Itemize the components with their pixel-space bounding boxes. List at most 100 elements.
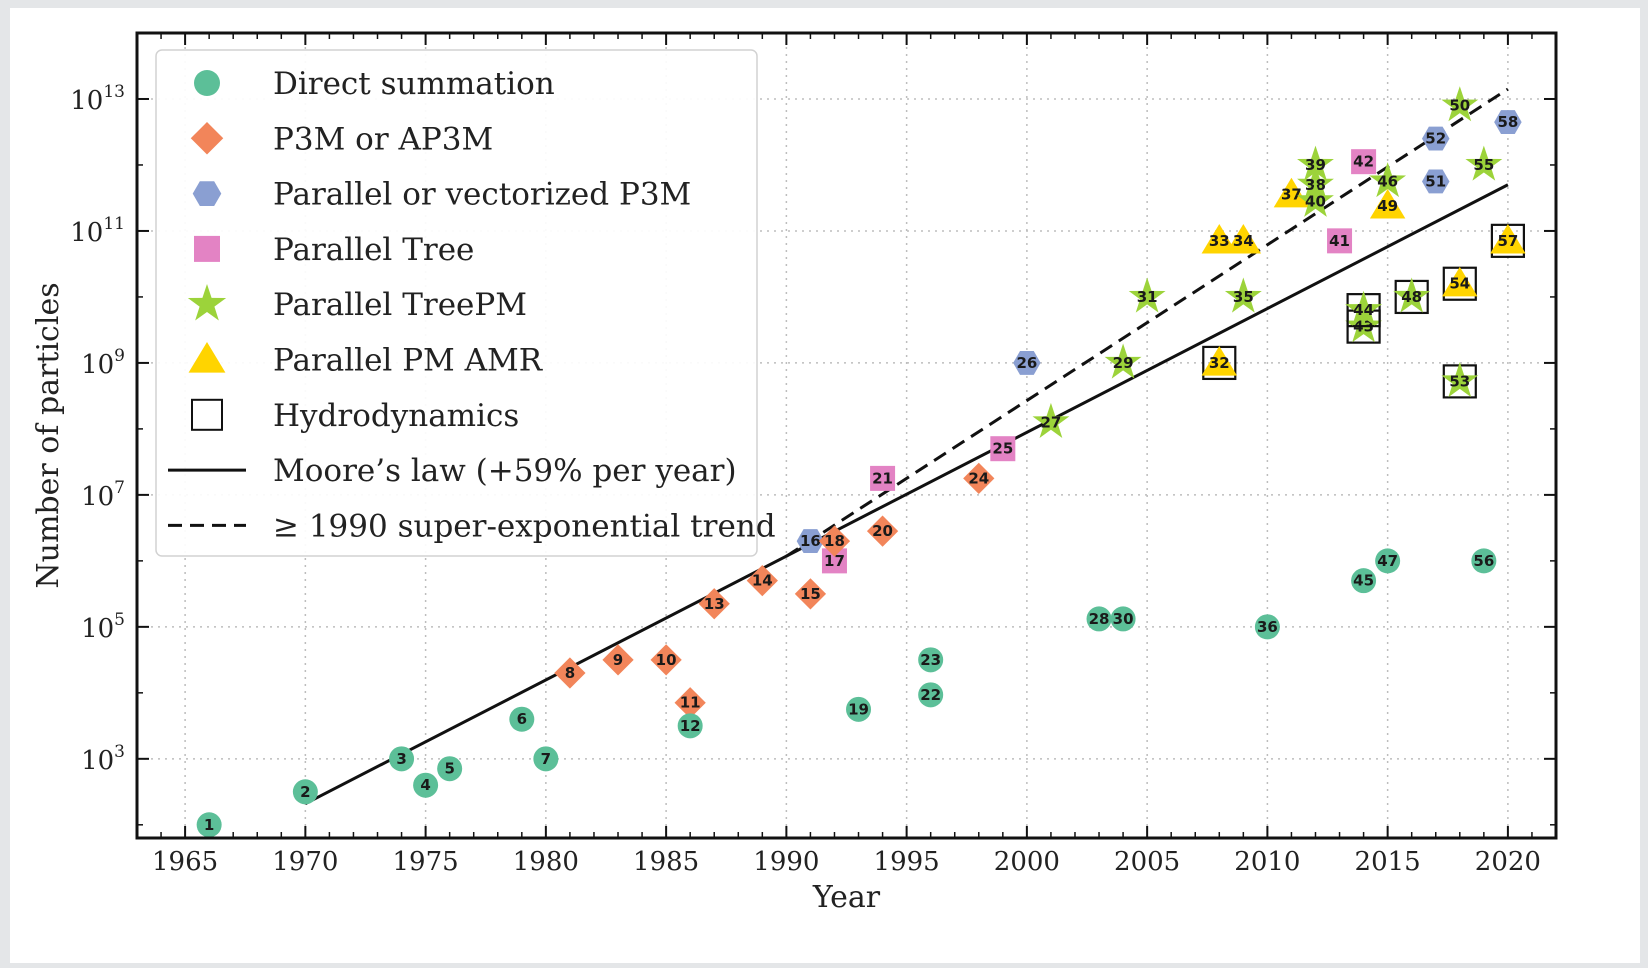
legend-box	[155, 49, 758, 557]
direct-marker	[1375, 548, 1401, 574]
point-label: 37	[1281, 186, 1302, 204]
point-label: 14	[752, 572, 773, 590]
treepm-marker	[1297, 181, 1334, 217]
data-point: 20	[866, 515, 899, 547]
point-label: 58	[1497, 113, 1518, 131]
legend-label: Moore’s law (+59% per year)	[273, 453, 737, 489]
point-label: 33	[1209, 232, 1230, 250]
data-point: 41	[1327, 228, 1353, 254]
legend-label: P3M or AP3M	[273, 121, 493, 157]
hydro-legend-marker	[191, 398, 223, 431]
point-label: 25	[992, 440, 1013, 458]
p3m-marker	[602, 644, 634, 676]
data-point: 37	[1273, 177, 1310, 208]
point-label: 5	[444, 760, 454, 778]
data-point: 56	[1471, 548, 1497, 574]
direct-marker	[413, 772, 439, 798]
x-tick-label: 1980	[513, 847, 579, 877]
direct-marker	[1110, 606, 1136, 632]
p3m-marker	[554, 657, 586, 689]
data-point: 4	[413, 772, 439, 798]
point-label: 28	[1089, 610, 1110, 628]
data-point: 5	[437, 756, 463, 782]
p3m-legend-marker	[190, 122, 224, 155]
data-point: 55	[1465, 145, 1503, 181]
x-tick-label: 2005	[1114, 847, 1180, 877]
y-tick-label: 105	[81, 610, 125, 644]
legend-item: P3M or AP3M	[190, 121, 493, 157]
direct-marker	[918, 647, 944, 673]
point-label: 51	[1425, 172, 1446, 190]
x-tick-label: 1995	[874, 847, 940, 877]
point-label: 6	[517, 710, 527, 728]
x-tick-label: 1985	[633, 847, 699, 877]
point-label: 4	[420, 776, 430, 794]
point-label: 47	[1377, 552, 1398, 570]
data-point: 25	[990, 436, 1016, 462]
data-point: 39	[1297, 145, 1334, 181]
point-label: 8	[565, 664, 575, 682]
x-tick-label: 1975	[393, 847, 459, 877]
data-point: 12	[677, 713, 703, 739]
point-label: 31	[1137, 288, 1158, 306]
data-point: 13	[698, 588, 730, 620]
direct-marker	[1254, 614, 1280, 640]
x-tick-labels: 1965 1970 1975 1980 1985 1990 1995 2000 2005 2010…	[152, 847, 1541, 877]
legend-item: Hydrodynamics	[191, 398, 519, 434]
data-point: 30	[1110, 606, 1136, 632]
data-point: 8	[554, 657, 586, 689]
point-label: 9	[613, 651, 623, 669]
x-tick-label: 2015	[1355, 847, 1421, 877]
y-tick-label: 1013	[70, 82, 125, 116]
legend: Direct summation P3M or AP3M Parallel or v…	[155, 49, 776, 557]
data-point: 26	[1013, 351, 1041, 375]
direct-marker	[389, 746, 415, 772]
treepm-marker	[1104, 343, 1142, 379]
tree-marker	[990, 436, 1016, 462]
legend-item: ≥ 1990 super-exponential trend	[168, 508, 776, 544]
y-axis-title: Number of particles	[31, 282, 66, 588]
point-label: 45	[1353, 572, 1374, 590]
data-point: 7	[533, 746, 559, 772]
plot-frame	[135, 31, 1558, 840]
treepm-marker	[1441, 86, 1479, 122]
data-point: 51	[1421, 169, 1450, 194]
y-tick-labels: 103 105 107 109 1011 1013	[70, 82, 125, 776]
treepm-marker	[1393, 277, 1431, 313]
point-label: 40	[1305, 192, 1326, 210]
data-point: 54	[1442, 266, 1478, 301]
legend-label: ≥ 1990 super-exponential trend	[273, 508, 776, 544]
data-point: 22	[918, 682, 944, 708]
data-point: 16	[796, 529, 825, 553]
x-tick-label: 1970	[272, 847, 338, 877]
y-tick-label: 107	[81, 478, 125, 512]
legend-label: Hydrodynamics	[273, 398, 519, 434]
data-point: 10	[650, 644, 682, 676]
legend-item: Parallel or vectorized P3M	[192, 177, 691, 213]
data-point: 24	[963, 462, 995, 495]
tree-marker	[1327, 228, 1353, 254]
treepm-marker	[1345, 307, 1383, 343]
tree-marker	[1351, 149, 1377, 175]
data-point: 36	[1254, 614, 1280, 640]
point-label: 41	[1329, 232, 1350, 250]
x-tick-label: 1990	[753, 847, 819, 877]
p3m-marker	[866, 515, 899, 547]
p3m-marker	[674, 687, 706, 719]
point-label: 15	[800, 585, 821, 603]
data-point: 33	[1201, 223, 1238, 254]
pmamr-marker	[1273, 177, 1310, 208]
data-point: 31	[1128, 277, 1166, 313]
treepm-marker	[1369, 162, 1407, 198]
pp3m-marker	[1421, 169, 1450, 194]
point-label: 26	[1016, 354, 1037, 372]
point-label: 1	[204, 816, 214, 834]
moores-law-line	[304, 183, 1509, 806]
direct-legend-marker	[194, 70, 220, 96]
data-point: 32	[1201, 345, 1238, 381]
point-label: 3	[396, 750, 406, 768]
data-point: 1	[196, 812, 222, 838]
point-label: 39	[1305, 156, 1326, 174]
pp3m-legend-marker	[192, 181, 222, 206]
